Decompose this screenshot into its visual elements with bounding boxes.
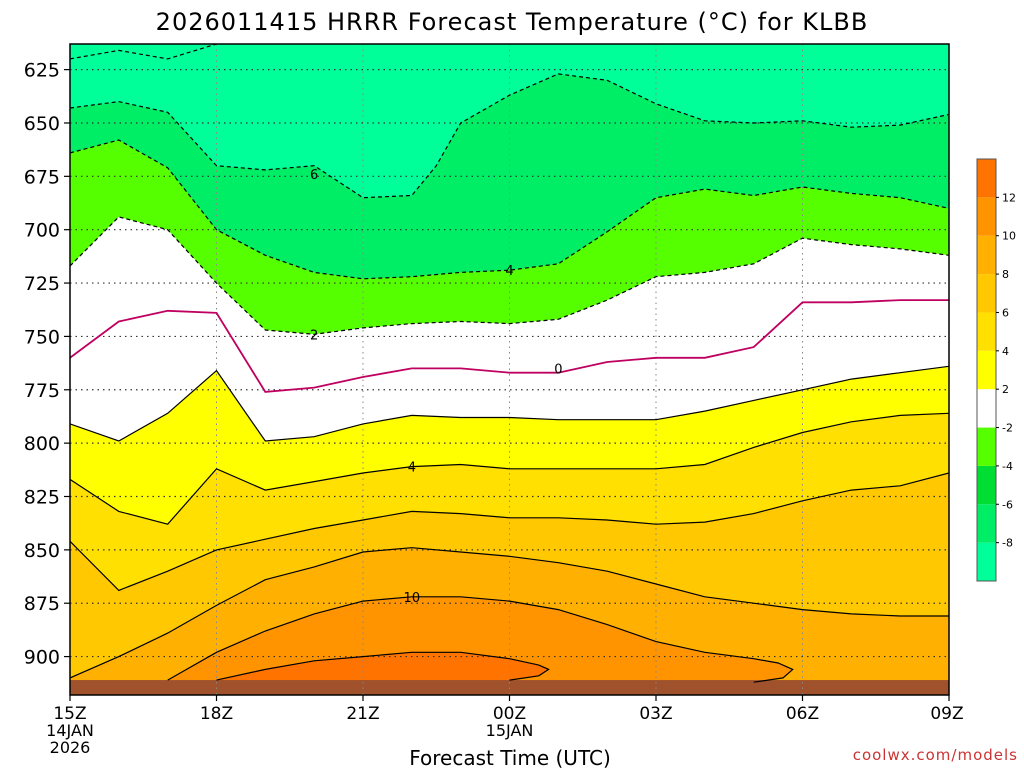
colorbar-swatch (977, 389, 996, 428)
contour-line--2 (70, 216, 949, 335)
x-tick-label: 18Z (200, 704, 233, 724)
colorbar-label: -2 (1002, 422, 1013, 435)
contour-line-10 (167, 596, 794, 683)
x-tick-label: 09Z (930, 704, 963, 724)
colorbar-swatch (977, 504, 996, 543)
colorbar-swatch (977, 427, 996, 466)
y-tick-label: 775 (24, 380, 60, 402)
x-axis-label: Forecast Time (UTC) (409, 746, 611, 768)
colorbar-label: 10 (1002, 230, 1016, 243)
colorbar-label: 8 (1002, 268, 1009, 281)
contour-line-6 (70, 472, 949, 592)
x-tick-date: 15JAN (486, 721, 534, 740)
y-tick-label: 675 (24, 166, 60, 188)
x-tick-date: 14JAN (46, 721, 94, 740)
colorbar-label: 6 (1002, 306, 1009, 319)
contour-label: 2 (310, 328, 318, 343)
colorbar-swatch (977, 274, 996, 313)
contour-label: 4 (505, 264, 513, 279)
contour-line-2 (70, 365, 949, 442)
watermark: coolwx.com/models (853, 746, 1018, 764)
x-tick-label: 03Z (639, 704, 672, 724)
y-axis-ticks: 625 650 675 700 725 750 775 800 825 850 875 900 (24, 60, 70, 669)
contour-line--4 (70, 139, 949, 280)
contour-line-4 (70, 412, 949, 525)
contour-line--8 (70, 44, 217, 60)
contour-line-12 (216, 651, 550, 681)
contour-label: 0 (554, 362, 562, 377)
colorbar-label: 12 (1002, 191, 1016, 204)
contour-line--6 (70, 73, 949, 199)
contour-label: 10 (404, 591, 421, 606)
colorbar-label: 4 (1002, 345, 1009, 358)
y-tick-label: 700 (24, 220, 60, 242)
grid-lines (70, 44, 949, 695)
y-tick-label: 750 (24, 326, 60, 348)
x-tick-label: 21Z (346, 704, 379, 724)
colorbar-swatch (977, 159, 996, 198)
x-tick-label: 00Z (493, 704, 526, 724)
colorbar-label: -8 (1002, 537, 1013, 550)
y-tick-label: 875 (24, 593, 60, 615)
y-tick-label: 825 (24, 486, 60, 508)
x-tick-label: 15Z (53, 704, 86, 724)
colorbar-swatch (977, 197, 996, 236)
colorbar-swatch (977, 542, 996, 581)
contour-line-8 (70, 547, 949, 679)
contour-lines (70, 44, 949, 683)
contour-label: 4 (408, 461, 416, 476)
colorbar-frame (976, 158, 997, 582)
colorbar-legend: -8 -6 -4 -2 2 4 6 8 10 12 (976, 158, 1016, 582)
colorbar-swatch (977, 312, 996, 351)
y-tick-label: 625 (24, 60, 60, 82)
y-tick-label: 900 (24, 647, 60, 669)
colorbar-swatch (977, 235, 996, 275)
contour-labels: 6 4 2 0 4 10 (310, 168, 562, 606)
colorbar-label: -4 (1002, 460, 1013, 473)
chart-title: 2026011415 HRRR Forecast Temperature (°C… (156, 8, 869, 36)
y-tick-label: 725 (24, 273, 60, 295)
colorbar-swatch (977, 465, 996, 505)
x-tick-label: 06Z (786, 704, 819, 724)
y-tick-label: 650 (24, 113, 60, 135)
colorbar-swatch (977, 350, 996, 390)
colorbar-label: 2 (1002, 383, 1009, 396)
y-tick-label: 850 (24, 540, 60, 562)
colorbar-label: -6 (1002, 498, 1013, 511)
y-tick-label: 800 (24, 433, 60, 455)
contour-label: 6 (310, 168, 318, 183)
contour-line-0 (70, 299, 949, 393)
x-tick-year: 2026 (50, 738, 91, 757)
